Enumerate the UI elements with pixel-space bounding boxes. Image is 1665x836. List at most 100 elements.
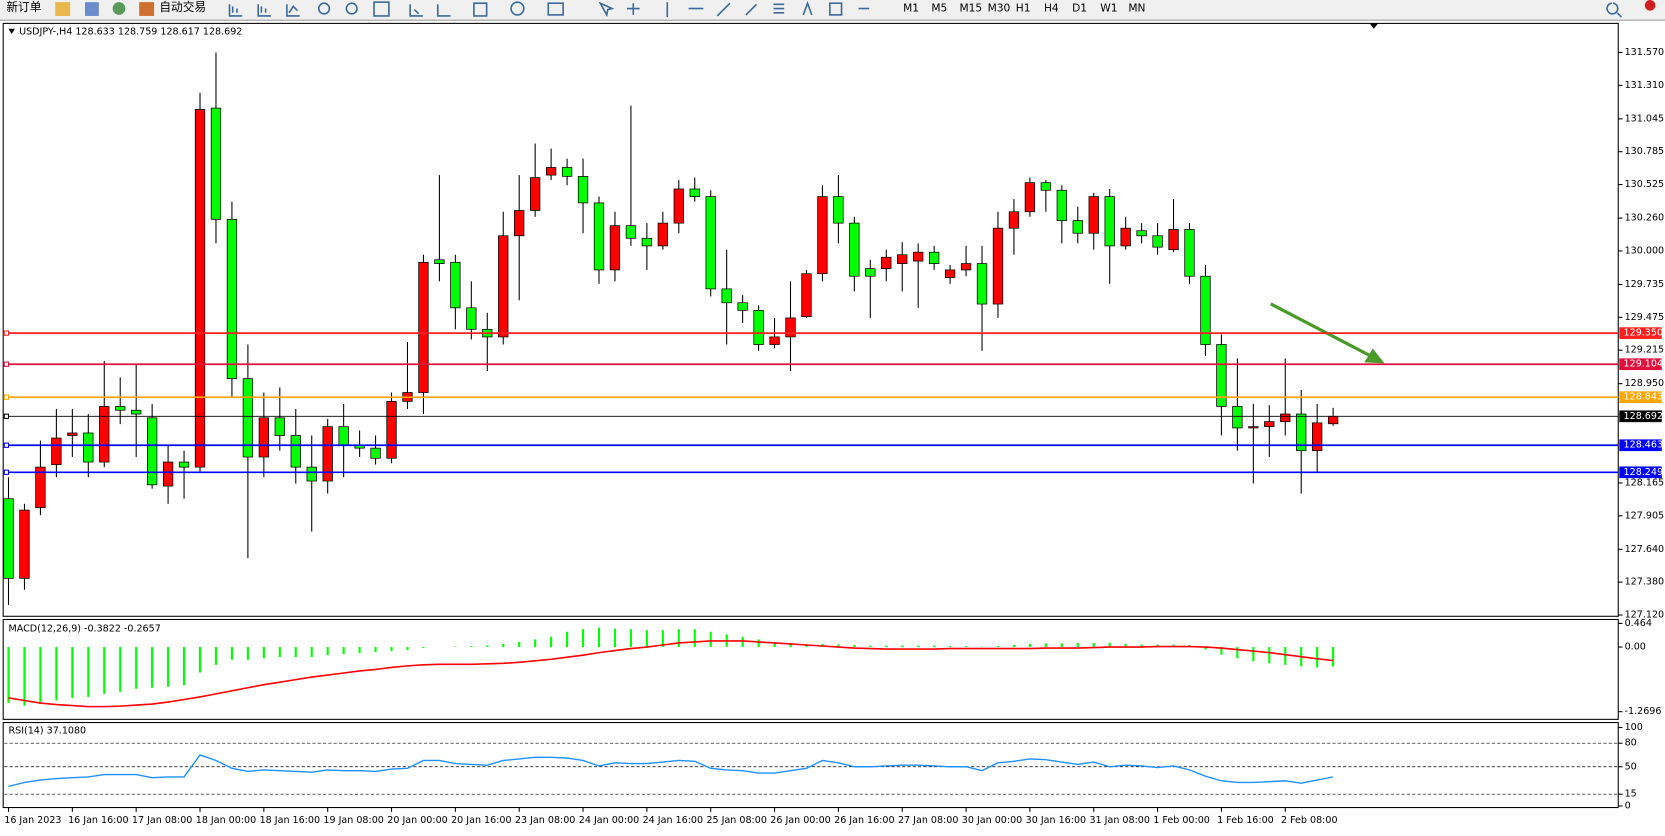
- y-tick-label: 130.260: [1625, 213, 1664, 224]
- candle-body: [642, 238, 652, 246]
- candle-body: [259, 418, 269, 457]
- x-tick-label: 16 Jan 16:00: [68, 815, 128, 826]
- candle-body: [1105, 197, 1115, 246]
- candle-body: [84, 433, 94, 462]
- candle-body: [770, 337, 780, 345]
- timeframe-button[interactable]: H4: [1044, 2, 1059, 15]
- timeframe-button[interactable]: M5: [931, 2, 947, 15]
- x-tick-label: 18 Jan 00:00: [196, 815, 256, 826]
- y-tick-label: 129.735: [1625, 279, 1664, 290]
- candle-body: [339, 427, 349, 446]
- y-tick-label: 15: [1625, 789, 1637, 800]
- rsi-title: RSI(14) 37.1080: [9, 726, 87, 737]
- level-handle: [4, 331, 8, 335]
- timeframe-button[interactable]: M30: [988, 2, 1011, 15]
- toolbar: 新订单 自动交易 M1 M5 M15 M30 H1 H4 D1 W1 MN: [0, 0, 1665, 20]
- x-tick-label: 1 Feb 00:00: [1153, 815, 1210, 826]
- candle-body: [993, 228, 1003, 304]
- level-label: 129.104: [1624, 359, 1663, 370]
- candle-body: [131, 410, 141, 414]
- timeframe-button[interactable]: M15: [959, 2, 982, 15]
- candle-body: [514, 210, 524, 235]
- candle-body: [52, 438, 62, 465]
- x-tick-label: 27 Jan 08:00: [898, 815, 958, 826]
- x-tick-label: 19 Jan 08:00: [323, 815, 383, 826]
- candle-body: [738, 303, 748, 311]
- icon[interactable]: [113, 2, 126, 15]
- candle-body: [419, 262, 429, 392]
- candle-body: [834, 197, 844, 224]
- candle-body: [881, 257, 891, 268]
- y-tick-label: 131.570: [1625, 47, 1664, 58]
- candle-body: [68, 433, 78, 436]
- candle-body: [562, 168, 572, 177]
- candle-body: [227, 219, 237, 378]
- candle-body: [451, 262, 461, 308]
- y-tick-label: 128.165: [1625, 477, 1664, 488]
- y-tick-label: 127.905: [1625, 510, 1664, 521]
- candle-body: [594, 203, 604, 270]
- x-tick-label: 20 Jan 00:00: [387, 815, 447, 826]
- candle-body: [99, 406, 109, 462]
- x-tick-label: 24 Jan 16:00: [643, 815, 703, 826]
- candle-body: [1233, 406, 1243, 427]
- x-tick-label: 31 Jan 08:00: [1089, 815, 1149, 826]
- x-tick-label: 1 Feb 16:00: [1217, 815, 1274, 826]
- timeframe-button[interactable]: D1: [1072, 2, 1087, 15]
- alert-badge[interactable]: [1645, 0, 1656, 11]
- candle-body: [195, 109, 205, 467]
- candle-body: [786, 318, 796, 337]
- candle-body: [163, 462, 173, 486]
- auto-trading[interactable]: 自动交易: [159, 0, 206, 14]
- candle-body: [467, 308, 477, 329]
- y-tick-label: 127.380: [1625, 577, 1664, 588]
- new-order[interactable]: 新订单: [6, 0, 41, 14]
- x-tick-label: 18 Jan 16:00: [260, 815, 320, 826]
- icon[interactable]: [55, 2, 70, 16]
- candle-body: [147, 418, 157, 485]
- candle-body: [291, 436, 301, 468]
- timeframe-button[interactable]: M1: [903, 2, 919, 15]
- y-tick-label: 127.640: [1625, 544, 1664, 555]
- candle-body: [929, 252, 939, 263]
- timeframe-button[interactable]: W1: [1100, 2, 1117, 15]
- icon[interactable]: [139, 2, 154, 16]
- candle-body: [1041, 183, 1051, 191]
- icon[interactable]: [85, 2, 99, 16]
- x-tick-label: 17 Jan 08:00: [132, 815, 192, 826]
- candle-body: [913, 252, 923, 261]
- candle-body: [818, 197, 828, 274]
- y-tick-label: 0.00: [1625, 642, 1646, 653]
- candle-body: [530, 178, 540, 211]
- x-tick-label: 23 Jan 08:00: [515, 815, 575, 826]
- candle-body: [1312, 423, 1322, 451]
- timeframe-button[interactable]: MN: [1128, 2, 1145, 15]
- candle-body: [897, 255, 907, 264]
- y-tick-label: 130.000: [1625, 245, 1664, 256]
- candle-body: [1121, 228, 1131, 246]
- candle-body: [1137, 231, 1147, 236]
- candle-body: [115, 406, 125, 410]
- candle-body: [1328, 416, 1338, 423]
- x-tick-label: 24 Jan 00:00: [579, 815, 639, 826]
- y-tick-label: 80: [1625, 738, 1637, 749]
- y-tick-label: 130.785: [1625, 146, 1664, 157]
- candle-body: [1089, 197, 1099, 234]
- y-tick-label: 131.045: [1625, 113, 1664, 124]
- y-tick-label: 131.310: [1625, 80, 1664, 91]
- timeframe-button[interactable]: H1: [1016, 2, 1031, 15]
- candle-body: [610, 226, 620, 270]
- y-tick-label: -1.2696: [1625, 706, 1662, 717]
- candle-body: [211, 108, 221, 219]
- candle-body: [387, 401, 397, 458]
- candle-body: [706, 197, 716, 289]
- y-tick-label: 50: [1625, 761, 1637, 772]
- candle-body: [371, 448, 381, 458]
- candle-body: [945, 270, 955, 278]
- level-label: 128.692: [1624, 411, 1663, 422]
- level-handle: [4, 414, 8, 418]
- candle-body: [722, 289, 732, 303]
- candle-body: [1265, 422, 1275, 427]
